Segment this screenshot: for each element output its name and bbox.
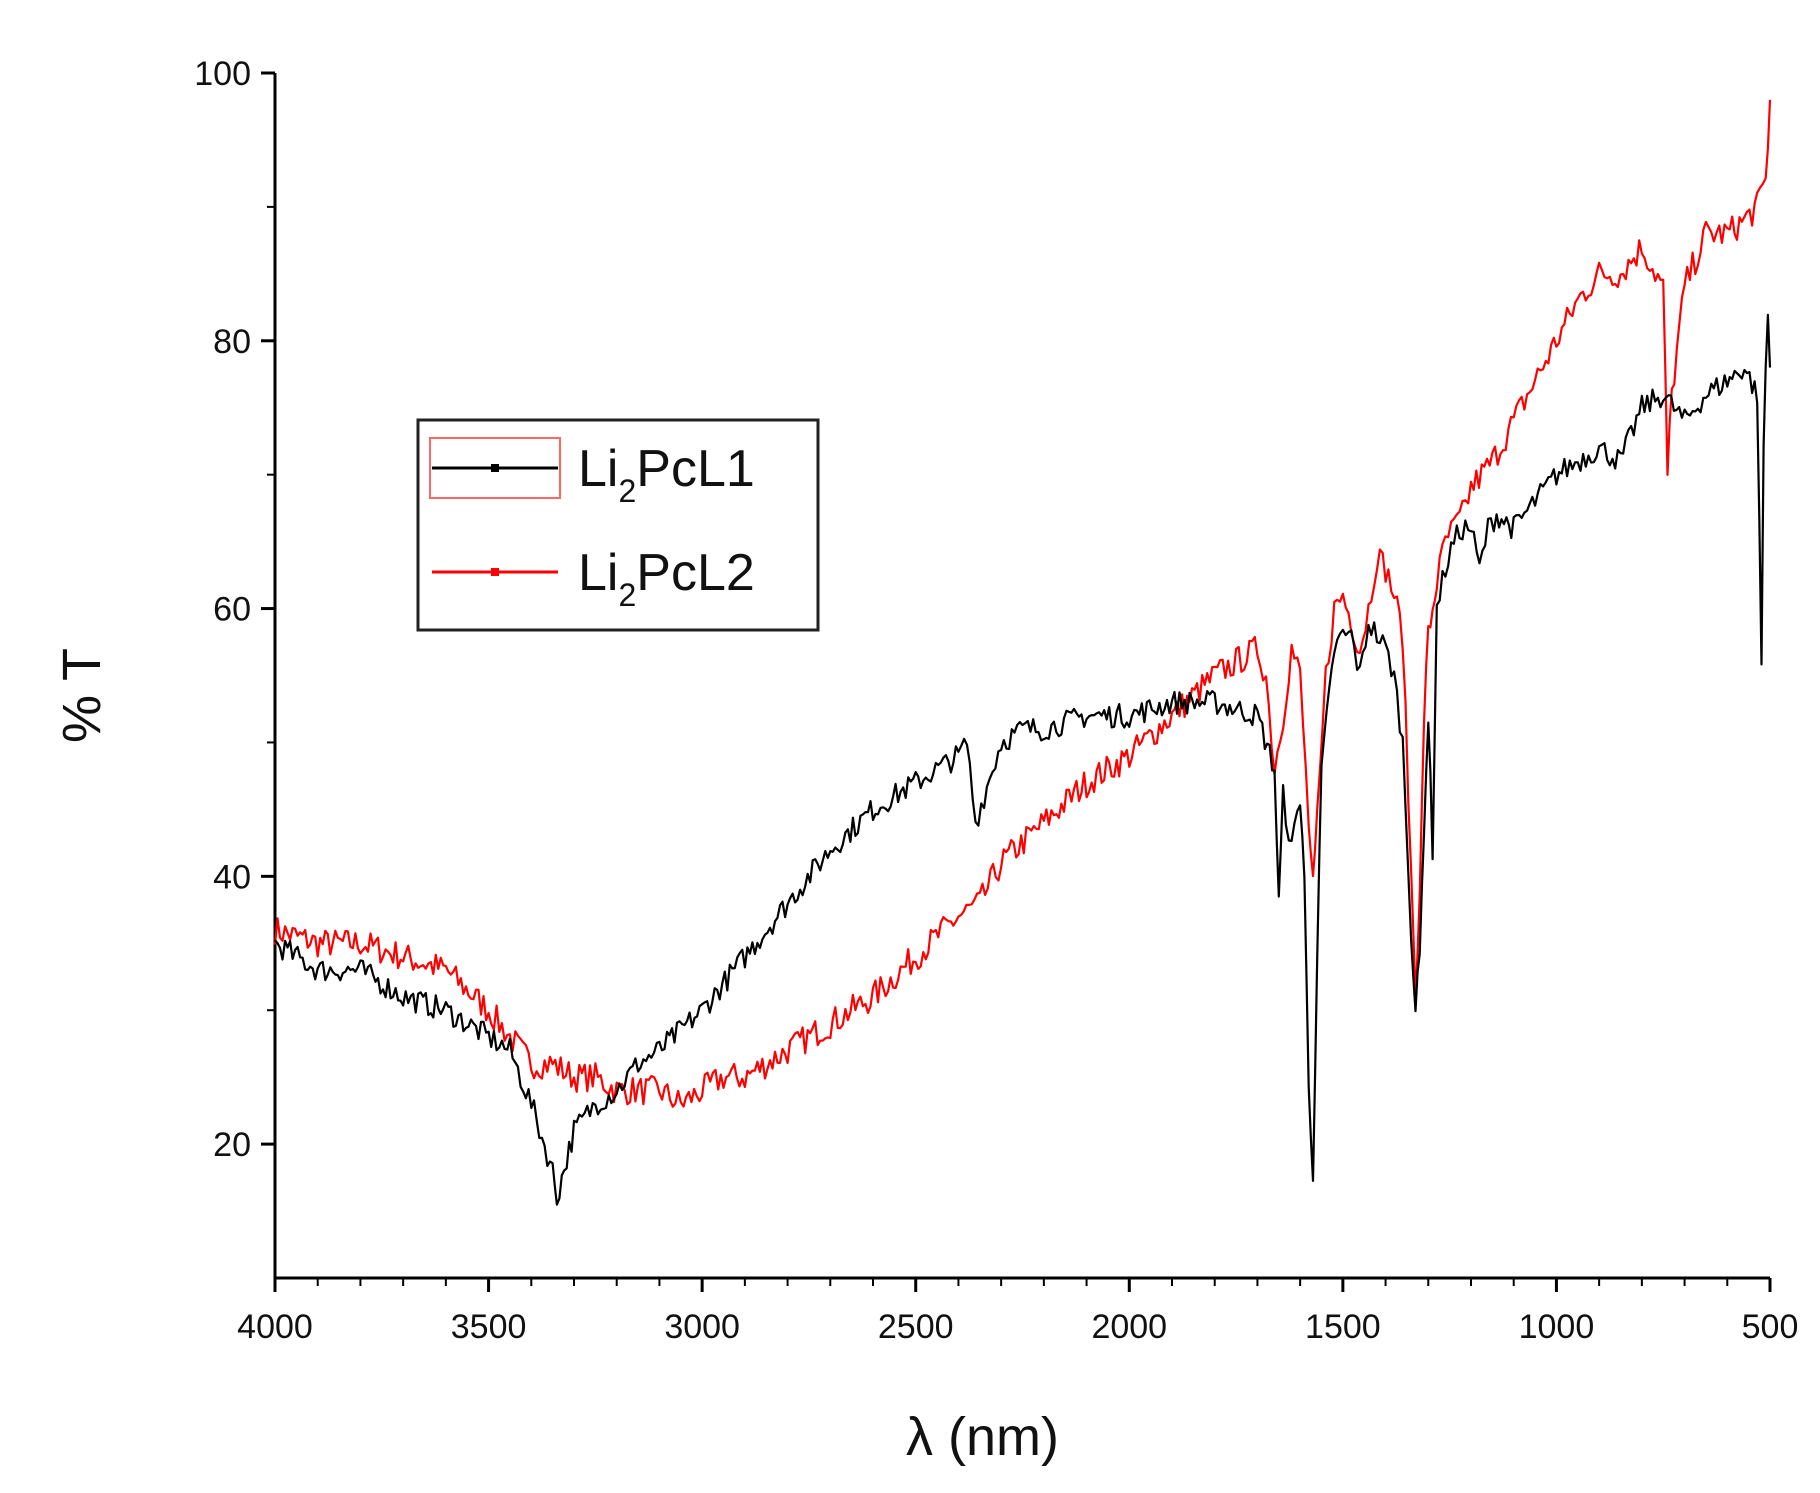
x-tick-label: 2500 [878, 1308, 954, 1346]
y-tick-label: 40 [213, 858, 251, 896]
y-tick-label: 20 [213, 1126, 251, 1164]
axes: 4000 3500 3000 2500 2000 1500 1000 500 20 40 60 80 1… [52, 55, 1798, 1467]
legend-box [416, 418, 820, 632]
series-layer [273, 99, 1772, 1206]
series-line-Li2PcL1 [274, 313, 1772, 1206]
x-tick-label: 3500 [451, 1308, 527, 1346]
legend: Li2PcL1 Li2PcL2 [416, 418, 820, 632]
legend-label-Li2PcL1: Li2PcL1 [578, 440, 755, 509]
x-tick-label: 1000 [1519, 1308, 1595, 1346]
x-tick-label: 500 [1742, 1308, 1799, 1346]
x-tick-label: 2000 [1091, 1308, 1167, 1346]
y-tick-label: 100 [194, 55, 251, 93]
x-tick-label: 4000 [237, 1308, 313, 1346]
x-axis-title: λ (nm) [906, 1407, 1059, 1467]
legend-label-Li2PcL2: Li2PcL2 [578, 544, 755, 613]
y-tick-label: 80 [213, 323, 251, 361]
legend-swatch-frame [429, 437, 561, 499]
y-axis-title: % T [52, 648, 112, 743]
legend-marker-Li2PcL2 [491, 568, 499, 576]
x-tick-label: 3000 [664, 1308, 740, 1346]
x-tick-label: 1500 [1305, 1308, 1381, 1346]
series-line-Li2PcL2 [273, 99, 1772, 1108]
y-tick-label: 60 [213, 591, 251, 629]
legend-marker-Li2PcL1 [491, 464, 499, 472]
